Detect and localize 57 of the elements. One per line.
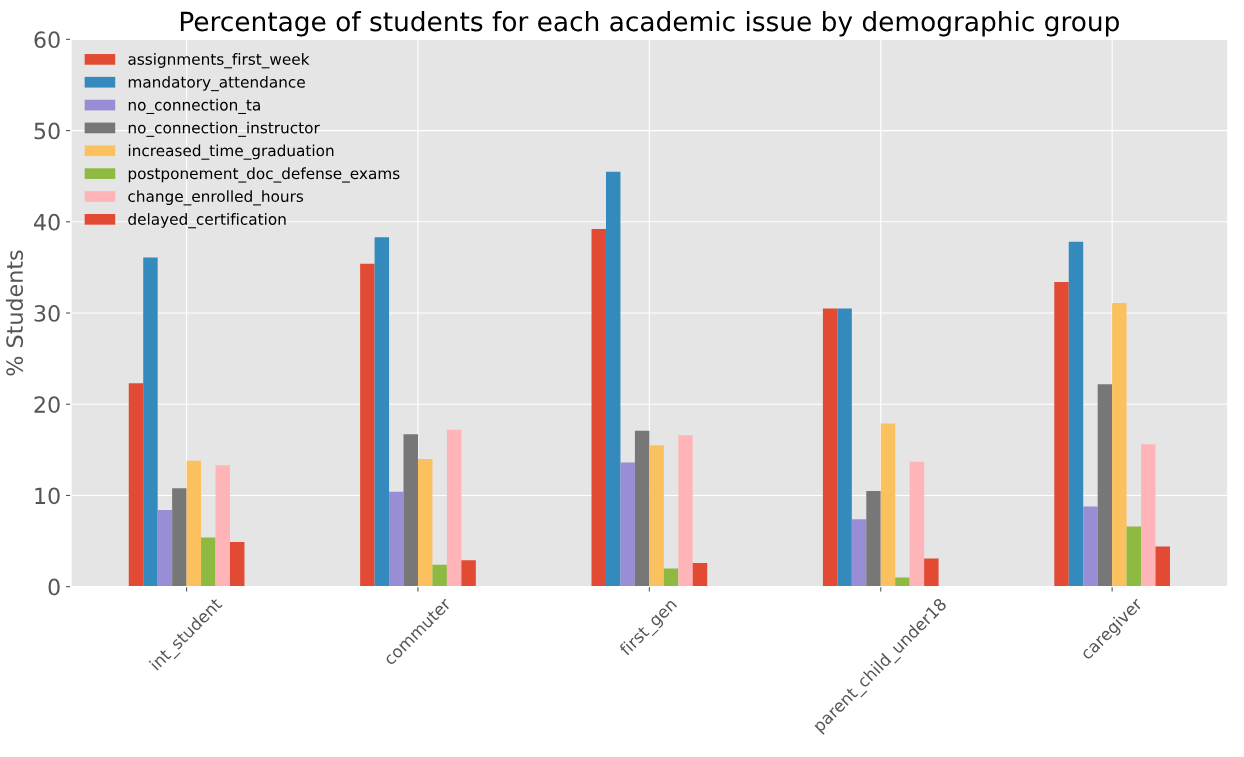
bar bbox=[201, 537, 216, 587]
bar bbox=[360, 263, 375, 587]
bar bbox=[895, 577, 910, 587]
bar bbox=[446, 429, 462, 587]
y-axis-title: % Students bbox=[5, 250, 24, 376]
bar bbox=[591, 229, 606, 587]
bar bbox=[649, 445, 664, 587]
legend-label: no_connection_instructor bbox=[128, 121, 320, 137]
legend-label: postponement_doc_defense_exams bbox=[128, 167, 400, 183]
y-tick-label: 10 bbox=[35, 487, 60, 505]
legend-label: change_enrolled_hours bbox=[128, 190, 304, 206]
legend-label: increased_time_graduation bbox=[128, 144, 334, 160]
bar bbox=[389, 491, 404, 587]
bar bbox=[924, 558, 939, 587]
bar bbox=[1054, 282, 1069, 587]
bar bbox=[1155, 546, 1170, 587]
bar bbox=[1112, 302, 1127, 587]
chart-title: Percentage of students for each academic issue by demographic group bbox=[180, 10, 1119, 37]
bar bbox=[866, 490, 881, 587]
bar bbox=[1068, 241, 1084, 587]
legend-label: no_connection_ta bbox=[128, 98, 260, 115]
bar bbox=[403, 434, 418, 587]
bar bbox=[678, 435, 693, 587]
y-tick-label: 20 bbox=[34, 396, 60, 413]
bar bbox=[837, 308, 852, 587]
bar bbox=[692, 562, 708, 587]
bar bbox=[172, 488, 187, 587]
bar bbox=[851, 519, 867, 587]
bar bbox=[186, 460, 202, 587]
bar bbox=[663, 568, 679, 587]
bar bbox=[374, 237, 390, 587]
bar bbox=[634, 430, 650, 587]
legend-label: assignments_first_week bbox=[128, 53, 310, 69]
bar bbox=[432, 564, 447, 587]
bar bbox=[1126, 526, 1142, 587]
legend-label: mandatory_attendance bbox=[128, 75, 305, 92]
bar bbox=[880, 423, 896, 587]
bar bbox=[461, 560, 476, 587]
bar bbox=[822, 308, 838, 587]
y-tick-label: 50 bbox=[34, 122, 60, 140]
bar bbox=[128, 383, 144, 587]
bar bbox=[909, 461, 925, 587]
bar bbox=[1141, 444, 1156, 587]
bar bbox=[215, 465, 230, 587]
bar bbox=[229, 541, 245, 587]
bar bbox=[1083, 506, 1098, 587]
y-tick-label: 40 bbox=[33, 213, 60, 231]
bar bbox=[417, 458, 433, 587]
bar bbox=[143, 257, 158, 587]
bar bbox=[157, 510, 173, 587]
y-tick-label: 60 bbox=[34, 31, 60, 49]
bar bbox=[620, 462, 635, 587]
y-tick-label: 0 bbox=[48, 578, 60, 596]
y-tick-label: 30 bbox=[34, 304, 60, 322]
legend-label: delayed_certification bbox=[128, 213, 286, 229]
bar bbox=[605, 171, 621, 587]
bar bbox=[1097, 384, 1113, 587]
